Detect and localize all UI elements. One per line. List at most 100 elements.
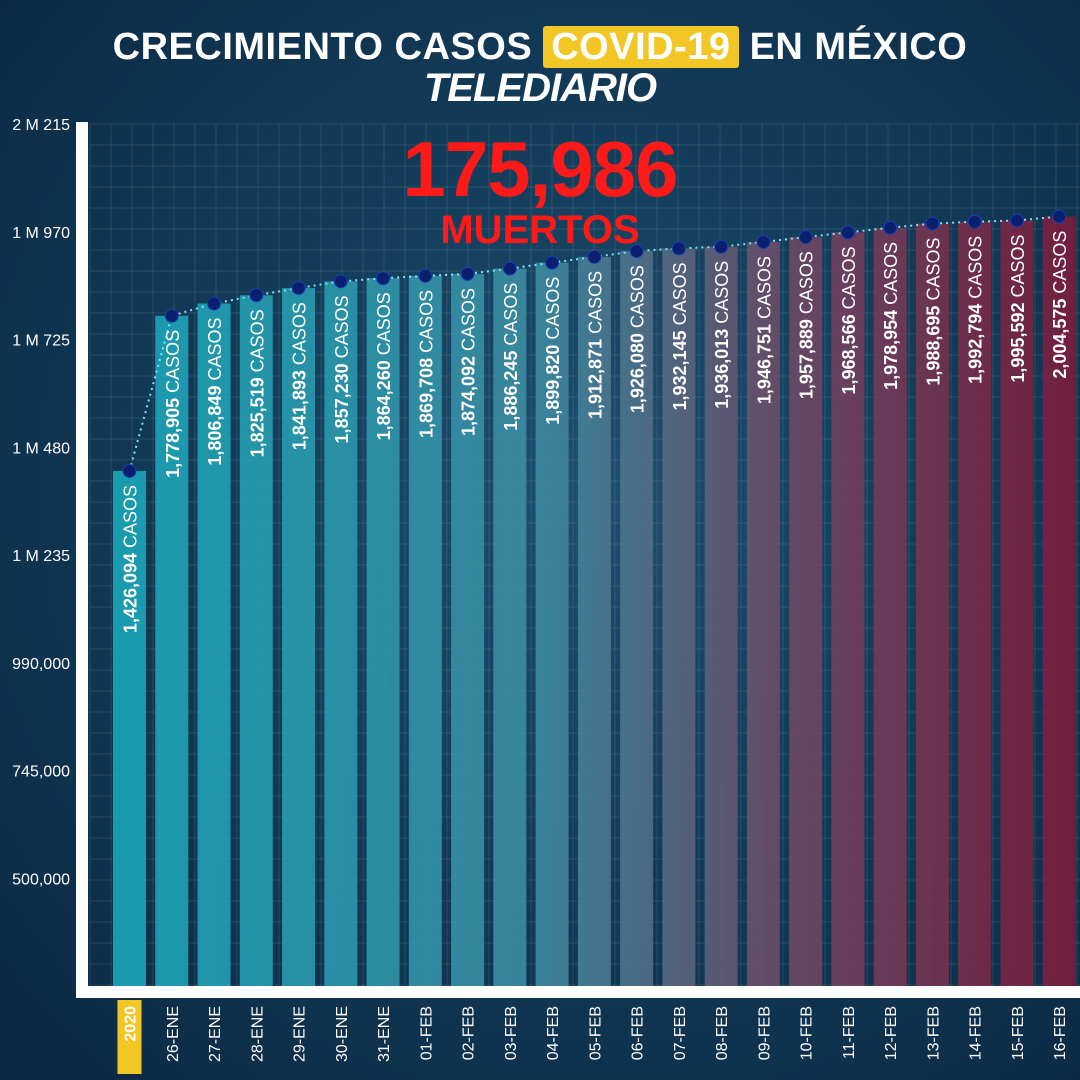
value-number: 1,932,145 bbox=[670, 330, 690, 410]
bar-08-feb bbox=[704, 246, 738, 987]
value-label-15-feb: 1,995,592 CASOS bbox=[1008, 234, 1028, 382]
bar-06-feb bbox=[620, 251, 654, 986]
y-tick-label: 500,000 bbox=[12, 871, 70, 888]
value-label-14-feb: 1,992,794 CASOS bbox=[966, 236, 986, 384]
data-point-16-feb bbox=[1052, 209, 1067, 224]
data-point-08-feb bbox=[714, 239, 729, 254]
x-tick-label-11-feb: 11-FEB bbox=[841, 1006, 858, 1059]
data-point-04-feb bbox=[545, 255, 560, 270]
value-label-05-feb: 1,912,871 CASOS bbox=[585, 271, 605, 419]
data-point-26-ene bbox=[164, 308, 179, 323]
value-unit: CASOS bbox=[585, 271, 605, 334]
value-label-2020: 1,426,094 CASOS bbox=[121, 485, 141, 633]
data-point-30-ene bbox=[333, 274, 348, 289]
y-tick-label: 990,000 bbox=[12, 656, 70, 673]
value-unit: CASOS bbox=[1050, 231, 1070, 294]
bar-2020 bbox=[113, 470, 146, 986]
value-unit: CASOS bbox=[670, 262, 690, 325]
bar-07-feb bbox=[662, 248, 696, 987]
value-number: 1,899,820 bbox=[543, 345, 563, 425]
bar-10-feb bbox=[789, 237, 823, 987]
category-highlight bbox=[117, 1000, 142, 1074]
y-tick-label: 1 M 480 bbox=[12, 440, 70, 457]
data-point-12-feb bbox=[883, 220, 898, 235]
bar-16-feb bbox=[1042, 216, 1076, 986]
value-number: 1,857,230 bbox=[332, 363, 352, 443]
x-tick-label-16-feb: 16-FEB bbox=[1052, 1006, 1069, 1060]
data-point-28-ene bbox=[249, 288, 264, 303]
value-unit: CASOS bbox=[628, 265, 648, 328]
value-unit: CASOS bbox=[501, 283, 521, 346]
value-number: 1,926,080 bbox=[628, 333, 648, 413]
x-tick-label-04-feb: 04-FEB bbox=[545, 1006, 562, 1060]
bar-09-feb bbox=[746, 241, 780, 987]
value-unit: CASOS bbox=[839, 246, 859, 309]
x-tick-label-31-ene: 31-ENE bbox=[376, 1006, 393, 1062]
value-number: 1,988,695 bbox=[923, 306, 943, 386]
bar-31-ene bbox=[366, 278, 400, 986]
value-unit: CASOS bbox=[416, 290, 436, 353]
x-tick-label-07-feb: 07-FEB bbox=[672, 1006, 689, 1060]
x-tick-label-27-ene: 27-ENE bbox=[207, 1006, 224, 1062]
bar-30-ene bbox=[324, 281, 358, 986]
deaths-label: MUERTOS bbox=[440, 208, 640, 252]
value-number: 1,886,245 bbox=[501, 351, 521, 431]
value-unit: CASOS bbox=[923, 238, 943, 301]
bar-04-feb bbox=[535, 262, 569, 986]
x-tick-label-29-ene: 29-ENE bbox=[292, 1006, 309, 1062]
value-number: 1,825,519 bbox=[247, 377, 267, 457]
value-label-01-feb: 1,869,708 CASOS bbox=[416, 290, 436, 438]
value-unit: CASOS bbox=[754, 256, 774, 319]
bar-01-feb bbox=[408, 275, 442, 986]
y-tick-label: 1 M 725 bbox=[12, 333, 70, 350]
value-number: 1,778,905 bbox=[163, 398, 183, 478]
value-unit: CASOS bbox=[374, 292, 394, 355]
y-tick-label: 1 M 235 bbox=[12, 548, 70, 565]
x-tick-label-2020: 2020 bbox=[123, 1006, 140, 1042]
title-post: EN MÉXICO bbox=[749, 26, 968, 68]
bar-27-ene bbox=[197, 303, 231, 986]
value-number: 1,995,592 bbox=[1008, 303, 1028, 383]
value-number: 1,874,092 bbox=[459, 356, 479, 436]
value-unit: CASOS bbox=[712, 261, 732, 324]
data-point-29-ene bbox=[291, 281, 306, 296]
value-label-08-feb: 1,936,013 CASOS bbox=[712, 261, 732, 409]
value-label-30-ene: 1,857,230 CASOS bbox=[332, 295, 352, 443]
value-number: 1,978,954 bbox=[881, 310, 901, 390]
value-label-16-feb: 2,004,575 CASOS bbox=[1050, 231, 1070, 379]
value-number: 1,806,849 bbox=[205, 386, 225, 466]
y-axis-line bbox=[76, 122, 88, 996]
data-point-2020 bbox=[122, 463, 137, 478]
value-label-28-ene: 1,825,519 CASOS bbox=[247, 309, 267, 457]
title-highlight: COVID-19 bbox=[543, 26, 739, 68]
data-point-14-feb bbox=[967, 214, 982, 229]
x-tick-label-10-feb: 10-FEB bbox=[799, 1006, 816, 1060]
x-tick-label-06-feb: 06-FEB bbox=[630, 1006, 647, 1060]
data-point-07-feb bbox=[671, 241, 686, 256]
bar-29-ene bbox=[282, 288, 316, 986]
x-tick-label-15-feb: 15-FEB bbox=[1010, 1006, 1027, 1060]
y-tick-label: 1 M 970 bbox=[12, 225, 70, 242]
value-unit: CASOS bbox=[247, 309, 267, 372]
x-tick-label-12-feb: 12-FEB bbox=[883, 1006, 900, 1060]
value-label-13-feb: 1,988,695 CASOS bbox=[923, 238, 943, 386]
value-number: 1,912,871 bbox=[585, 339, 605, 419]
brand-logo: TELEDIARIO bbox=[423, 66, 657, 110]
bar-11-feb bbox=[831, 232, 865, 986]
data-point-13-feb bbox=[925, 216, 940, 231]
value-label-03-feb: 1,886,245 CASOS bbox=[501, 283, 521, 431]
deaths-count: 175,986 bbox=[402, 125, 679, 213]
data-point-01-feb bbox=[418, 268, 433, 283]
x-tick-label-03-feb: 03-FEB bbox=[503, 1006, 520, 1060]
value-unit: CASOS bbox=[881, 242, 901, 305]
x-tick-label-08-feb: 08-FEB bbox=[714, 1006, 731, 1060]
x-tick-label-13-feb: 13-FEB bbox=[925, 1006, 942, 1060]
bar-13-feb bbox=[915, 223, 949, 986]
value-number: 1,841,893 bbox=[290, 370, 310, 450]
data-point-31-ene bbox=[376, 271, 391, 286]
data-point-05-feb bbox=[587, 249, 602, 264]
bar-05-feb bbox=[577, 256, 611, 986]
value-unit: CASOS bbox=[163, 330, 183, 393]
data-point-09-feb bbox=[756, 234, 771, 249]
